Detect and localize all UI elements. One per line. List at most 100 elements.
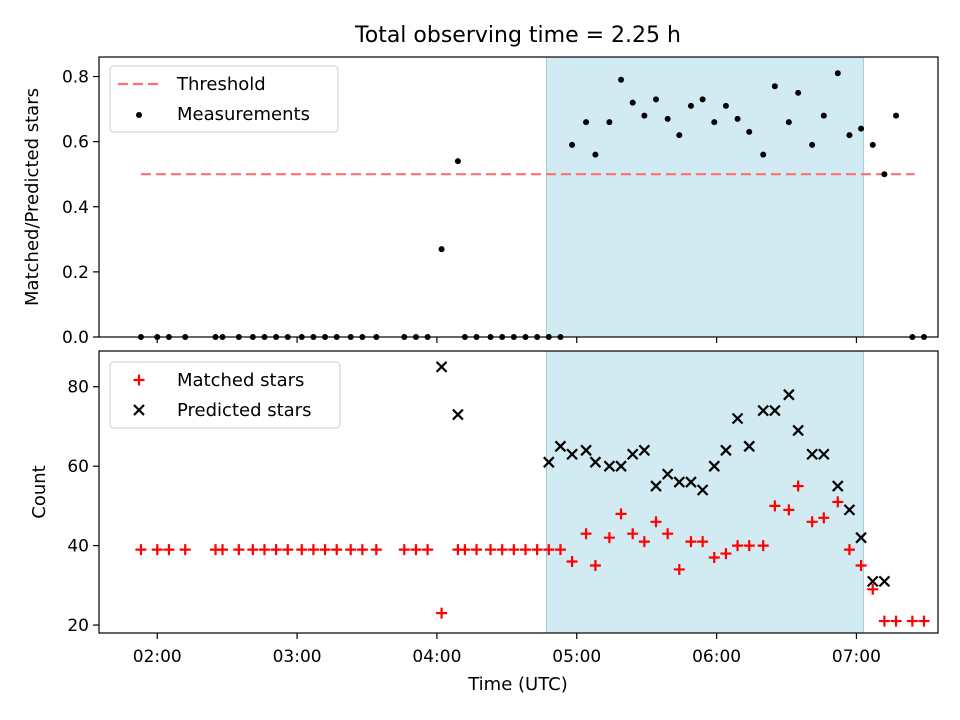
predicted-star-point (792, 424, 804, 437)
matched-star-point (345, 544, 357, 556)
y-tick-label: 80 (67, 378, 89, 398)
matched-star-point (743, 540, 755, 552)
bottom-panel: 20 40 60 80 Count Matched stars Predicted star… (29, 350, 939, 639)
matched-star-point (307, 544, 319, 556)
matched-star-point (163, 544, 175, 556)
measurement-point (618, 76, 625, 83)
y-tick-label: 0.0 (62, 328, 89, 348)
matched-star-point (233, 544, 245, 556)
matched-star-point (792, 480, 804, 492)
measurement-point (438, 246, 445, 253)
predicted-star-point (731, 412, 744, 425)
predicted-star-point (878, 575, 891, 588)
predicted-star-point (580, 444, 592, 457)
measurement-point (746, 128, 753, 135)
predicted-star-point (661, 468, 674, 480)
legend-measurements-label: Measurements (177, 104, 310, 125)
matched-star-point (459, 544, 471, 556)
x-axis-label: Time (UTC) (467, 674, 568, 695)
predicted-star-point (626, 448, 639, 461)
matched-star-point (554, 544, 566, 556)
measurement-point (858, 125, 865, 132)
predicted-star-point (685, 476, 697, 488)
matched-star-point (282, 544, 294, 556)
matched-star-point (627, 528, 639, 540)
legend-matched-label: Matched stars (177, 370, 304, 391)
matched-star-point (855, 559, 867, 571)
matched-star-point (697, 536, 709, 548)
matched-star-point (603, 532, 615, 544)
measurement-point (664, 115, 671, 122)
matched-star-point (398, 544, 410, 556)
measurement-point (653, 96, 660, 103)
matched-star-point (319, 544, 331, 556)
matched-star-point (410, 544, 422, 556)
predicted-star-point (452, 408, 464, 421)
measurement-point (771, 83, 778, 90)
measurement-point (760, 151, 767, 158)
legend-measurements-swatch (136, 112, 142, 118)
legend-matched-swatch (133, 374, 145, 386)
measurement-point (592, 151, 599, 158)
measurement-point (846, 132, 853, 139)
predicted-star-point (696, 484, 709, 496)
matched-star-point (296, 544, 308, 556)
matched-star-point (422, 544, 434, 556)
matched-star-point (496, 544, 508, 556)
predicted-star-point (720, 444, 732, 457)
matched-star-point (331, 544, 343, 556)
matched-star-point (247, 544, 259, 556)
measurement-point (785, 119, 792, 126)
measurement-point (809, 141, 816, 148)
matched-star-point (179, 544, 191, 556)
y-tick-label: 0.2 (62, 263, 89, 283)
predicted-star-point (673, 476, 686, 488)
y-tick-label: 0.4 (62, 198, 89, 218)
matched-star-point (673, 563, 685, 575)
x-tick-label: 06:00 (692, 647, 741, 667)
matched-star-point (151, 544, 163, 556)
matched-star-point (135, 544, 147, 556)
predicted-star-point (566, 448, 578, 461)
matched-star-point (806, 516, 818, 528)
matched-star-point (270, 544, 282, 556)
measurement-point (676, 132, 683, 139)
matched-star-point (258, 544, 270, 556)
y-tick-label: 60 (67, 457, 89, 477)
measurement-point (569, 141, 576, 148)
y-tick-label: 20 (67, 616, 89, 636)
measurement-point (583, 119, 590, 126)
matched-star-point (370, 544, 382, 556)
x-tick-label: 04:00 (412, 647, 461, 667)
matched-star-point (615, 508, 627, 520)
x-tick-label: 07:00 (832, 647, 881, 667)
measurement-point (699, 96, 706, 103)
predicted-star-point (855, 531, 867, 544)
predicted-star-point (543, 456, 555, 468)
measurement-point (820, 112, 827, 119)
predicted-star-point (843, 504, 856, 516)
axes-frame (98, 350, 939, 634)
matched-star-point (769, 500, 781, 512)
matched-star-point (471, 544, 483, 556)
measurement-point (629, 99, 636, 106)
matched-star-point (783, 504, 795, 516)
matched-star-point (519, 544, 531, 556)
legend: Matched stars Predicted stars (109, 361, 341, 429)
x-tick-label: 02:00 (133, 647, 182, 667)
matched-star-point (890, 615, 902, 627)
matched-star-point (818, 512, 830, 524)
axes-frame (98, 56, 939, 338)
measurement-point (734, 115, 741, 122)
x-tick-label: 03:00 (273, 647, 322, 667)
matched-star-point (662, 528, 674, 540)
matched-star-point (436, 607, 448, 619)
predicted-star-point (708, 460, 721, 472)
predicted-star-point (435, 361, 448, 373)
matched-star-point (832, 496, 844, 508)
predicted-star-point (638, 444, 651, 457)
measurement-point (454, 158, 461, 165)
measurement-point (869, 141, 876, 148)
measurement-point (687, 102, 694, 109)
